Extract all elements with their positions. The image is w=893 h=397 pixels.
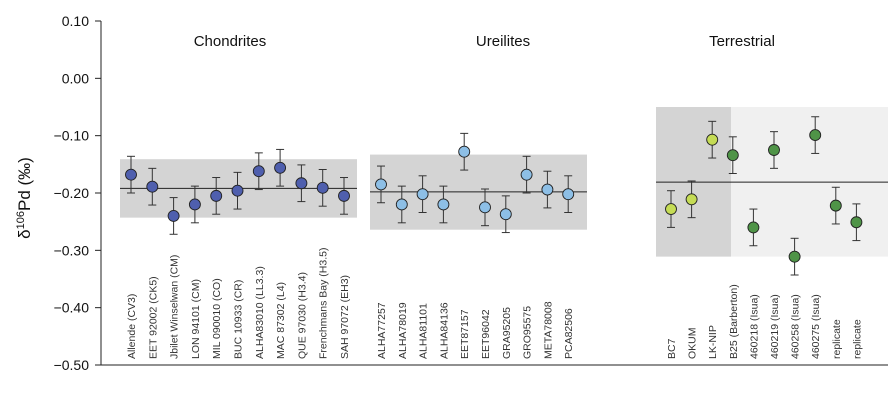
sample-label: LK-NIP bbox=[707, 325, 719, 359]
y-tick-label: 0.10 bbox=[62, 13, 89, 29]
group-title: Terrestrial bbox=[709, 33, 775, 50]
sample-label: MIL 090010 (CO) bbox=[211, 278, 223, 359]
sample-label: 460275 (Isua) bbox=[810, 294, 822, 359]
sample-label: ALHA78019 bbox=[397, 302, 409, 359]
data-point bbox=[252, 165, 265, 178]
data-point bbox=[146, 180, 159, 193]
data-point bbox=[295, 177, 308, 190]
group-titles: Chondrites Ureilites Terrestrial bbox=[194, 33, 775, 50]
sample-label: Jbilet Winselwan (CM) bbox=[169, 255, 181, 359]
data-point bbox=[706, 133, 719, 146]
data-point bbox=[562, 188, 575, 201]
y-tick-label: −0.40 bbox=[54, 300, 90, 316]
sample-label: BUC 10933 (CR) bbox=[233, 280, 245, 359]
data-point bbox=[726, 149, 739, 162]
data-point bbox=[520, 168, 533, 181]
data-point bbox=[188, 198, 201, 211]
data-point bbox=[125, 168, 137, 181]
y-axis-label-sup: 106 bbox=[15, 211, 27, 229]
sample-label: EET87157 bbox=[459, 309, 471, 359]
sample-label: GRA95205 bbox=[501, 307, 513, 359]
sample-label: ALHA84136 bbox=[438, 302, 450, 359]
sample-label: PCA82506 bbox=[563, 308, 575, 359]
data-point bbox=[416, 188, 429, 201]
data-point bbox=[167, 209, 180, 222]
sample-label: BC7 bbox=[666, 338, 678, 359]
sample-label: GRO95575 bbox=[522, 306, 534, 359]
sample-label: ALHA77257 bbox=[376, 302, 388, 359]
sample-label: 460219 (Isua) bbox=[769, 294, 781, 359]
sample-label: ALHA81101 bbox=[418, 303, 430, 359]
data-point bbox=[541, 183, 554, 196]
y-tick-label: −0.10 bbox=[54, 128, 90, 144]
sample-label: Allende (CV3) bbox=[126, 294, 138, 359]
group-title: Chondrites bbox=[194, 33, 267, 50]
group-title: Ureilites bbox=[476, 33, 530, 50]
data-point bbox=[499, 208, 512, 221]
sample-label: EET96042 bbox=[480, 309, 492, 359]
axes: 0.10 0.00 −0.10 −0.20 −0.30 −0.40 −0.50 bbox=[54, 13, 888, 373]
sample-label: LON 94101 (CM) bbox=[190, 279, 202, 359]
data-point bbox=[685, 193, 698, 206]
data-point bbox=[274, 161, 287, 174]
sample-label: replicate bbox=[851, 319, 863, 359]
data-point bbox=[210, 189, 223, 202]
data-point bbox=[850, 216, 863, 229]
data-points bbox=[125, 116, 863, 276]
y-axis-label-main: δ bbox=[15, 229, 34, 238]
sample-label: 460218 (Isua) bbox=[748, 294, 760, 359]
data-point bbox=[338, 189, 350, 202]
y-axis-label-rest: Pd (‰) bbox=[15, 157, 34, 211]
data-point bbox=[231, 184, 244, 197]
data-point bbox=[458, 145, 471, 158]
data-point bbox=[747, 221, 760, 234]
sample-label: 460258 (Isua) bbox=[790, 294, 802, 359]
y-tick-label: 0.00 bbox=[62, 70, 89, 86]
y-tick-label: −0.50 bbox=[54, 357, 90, 373]
data-point bbox=[768, 144, 780, 156]
sample-label: META78008 bbox=[542, 301, 554, 359]
sample-label: OKUM bbox=[687, 328, 699, 360]
sample-label: SAH 97072 (EH3) bbox=[339, 275, 351, 359]
y-tick-label: −0.30 bbox=[54, 242, 90, 258]
data-point bbox=[788, 250, 801, 263]
sample-label: MAC 87302 (L4) bbox=[275, 282, 287, 359]
y-tick-label: −0.20 bbox=[54, 185, 90, 201]
data-point bbox=[437, 198, 450, 211]
sample-labels: Allende (CV3) EET 92002 (CK5) Jbilet Winse… bbox=[126, 248, 863, 359]
data-point bbox=[809, 129, 822, 142]
sample-label: replicate bbox=[831, 319, 843, 359]
sample-label: B25 (Barberton) bbox=[728, 284, 740, 359]
data-point bbox=[395, 198, 408, 211]
sample-label: Frenchmans Bay (H3.5) bbox=[318, 248, 330, 359]
data-point bbox=[665, 203, 677, 216]
data-point bbox=[316, 181, 329, 194]
y-axis-label: δ106Pd (‰) bbox=[15, 157, 34, 239]
sample-label: ALHA83010 (LL3.3) bbox=[254, 266, 266, 359]
data-point bbox=[375, 178, 387, 191]
sample-label: QUE 97030 (H3.4) bbox=[296, 272, 308, 359]
data-point bbox=[829, 199, 842, 212]
data-point bbox=[479, 201, 491, 214]
sample-label: EET 92002 (CK5) bbox=[147, 276, 159, 359]
